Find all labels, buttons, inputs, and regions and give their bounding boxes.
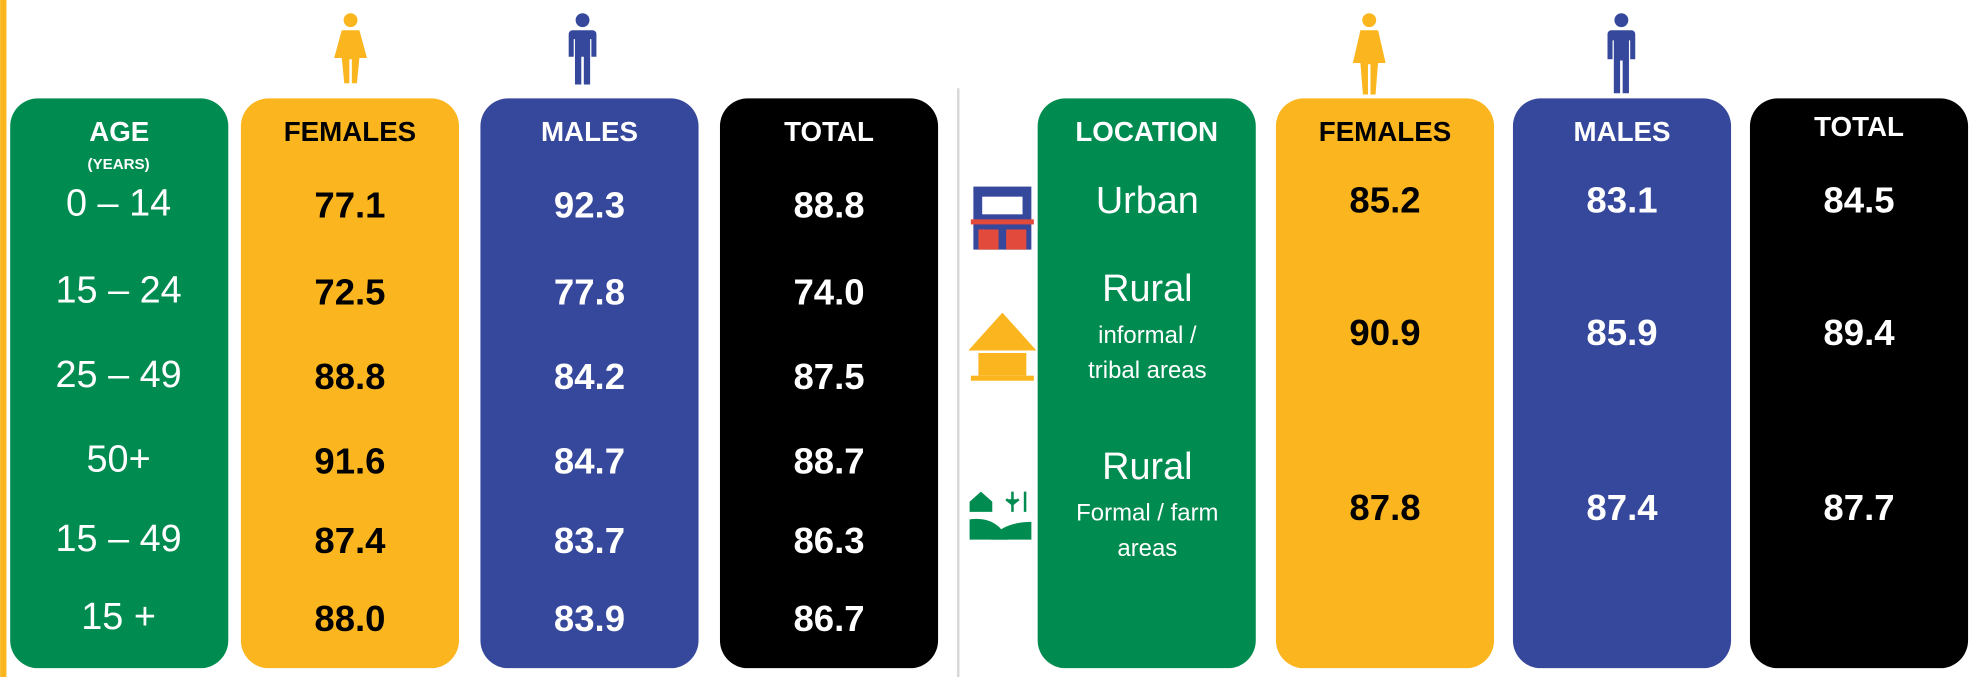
row-sublabel: areas bbox=[1117, 535, 1177, 562]
column bbox=[10, 98, 229, 669]
cell-value: 87.4 bbox=[1586, 487, 1658, 528]
accent-bar bbox=[0, 0, 7, 677]
column-header: AGE bbox=[89, 116, 149, 147]
cell-value: 85.9 bbox=[1586, 312, 1657, 353]
cell-value: 74.0 bbox=[793, 272, 864, 313]
column-header: FEMALES bbox=[284, 116, 416, 147]
row-label: 25 – 49 bbox=[56, 354, 182, 396]
cell-value: 88.8 bbox=[314, 356, 385, 397]
cell-value: 90.9 bbox=[1349, 312, 1420, 353]
column-header: FEMALES bbox=[1319, 116, 1451, 147]
column bbox=[240, 98, 460, 669]
row-label: 0 – 14 bbox=[66, 182, 171, 224]
urban-icon bbox=[970, 186, 1034, 250]
cell-value: 92.3 bbox=[554, 185, 625, 226]
cell-value: 87.7 bbox=[1823, 487, 1894, 528]
cell-value: 88.8 bbox=[793, 185, 864, 226]
row-label: 15 – 49 bbox=[56, 518, 182, 560]
column-subheader: (YEARS) bbox=[88, 156, 150, 173]
row-sublabel: Formal / farm bbox=[1076, 500, 1218, 527]
column-header: TOTAL bbox=[1814, 111, 1904, 142]
cell-value: 88.7 bbox=[793, 441, 864, 482]
row-label: Rural bbox=[1102, 446, 1192, 488]
row-label: 15 + bbox=[81, 596, 156, 638]
hut-icon bbox=[968, 312, 1037, 381]
column-header: TOTAL bbox=[784, 116, 874, 147]
column bbox=[1037, 98, 1256, 669]
cell-value: 83.1 bbox=[1586, 180, 1657, 221]
icons bbox=[334, 13, 1636, 540]
column-header: LOCATION bbox=[1075, 116, 1218, 147]
male-icon bbox=[568, 13, 597, 85]
row-label: 50+ bbox=[87, 438, 151, 480]
cell-value: 84.5 bbox=[1823, 180, 1894, 221]
column bbox=[480, 98, 699, 669]
cell-value: 89.4 bbox=[1823, 312, 1895, 353]
column bbox=[1749, 98, 1969, 669]
column-header: MALES bbox=[1573, 116, 1670, 147]
farm-icon bbox=[969, 491, 1032, 540]
female-icon bbox=[1352, 13, 1386, 95]
cell-value: 87.8 bbox=[1349, 487, 1420, 528]
column-header: MALES bbox=[541, 116, 638, 147]
cell-value: 85.2 bbox=[1349, 180, 1420, 221]
cell-value: 72.5 bbox=[314, 272, 385, 313]
row-sublabel: informal / bbox=[1098, 322, 1197, 349]
cell-value: 88.0 bbox=[314, 598, 385, 639]
row-label: Urban bbox=[1096, 180, 1199, 222]
cell-value: 91.6 bbox=[314, 441, 385, 482]
cell-value: 83.7 bbox=[554, 520, 625, 561]
cell-value: 84.2 bbox=[554, 356, 625, 397]
female-icon bbox=[334, 13, 367, 84]
cell-value: 86.7 bbox=[793, 598, 864, 639]
cell-value: 86.3 bbox=[793, 520, 864, 561]
row-sublabel: tribal areas bbox=[1088, 357, 1206, 384]
male-icon bbox=[1607, 13, 1636, 94]
cell-value: 87.4 bbox=[314, 520, 386, 561]
column bbox=[1275, 98, 1495, 669]
row-label: 15 – 24 bbox=[56, 269, 182, 311]
column bbox=[719, 98, 939, 669]
cell-value: 87.5 bbox=[793, 356, 864, 397]
row-label: Rural bbox=[1102, 268, 1192, 310]
cell-value: 77.1 bbox=[314, 185, 385, 226]
column bbox=[1512, 98, 1732, 669]
cell-value: 83.9 bbox=[554, 598, 625, 639]
cell-value: 84.7 bbox=[554, 441, 625, 482]
cell-value: 77.8 bbox=[554, 272, 625, 313]
